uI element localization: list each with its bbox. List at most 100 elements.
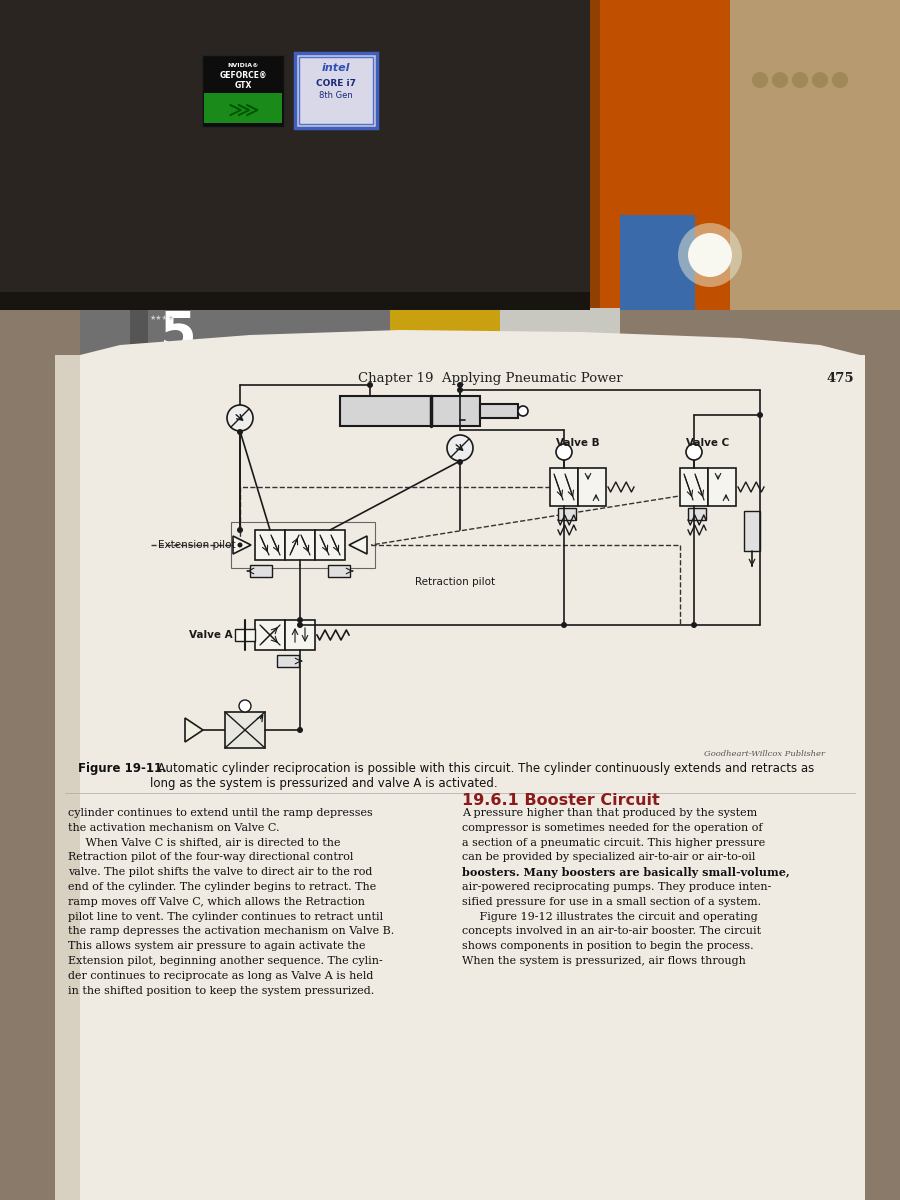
Bar (55, 355, 865, 1200)
Text: shows components in position to begin the process.: shows components in position to begin th… (462, 941, 753, 952)
Circle shape (752, 72, 768, 88)
Circle shape (237, 527, 243, 533)
Bar (550, 468, 578, 506)
Text: end of the cylinder. The cylinder begins to retract. The: end of the cylinder. The cylinder begins… (68, 882, 376, 892)
Circle shape (457, 458, 463, 464)
Text: GTX: GTX (234, 80, 252, 90)
Text: air-powered reciprocating pumps. They produce inten-: air-powered reciprocating pumps. They pr… (462, 882, 771, 892)
Text: When the system is pressurized, air flows through: When the system is pressurized, air flow… (462, 956, 746, 966)
Circle shape (556, 444, 572, 460)
Bar (80, 300, 560, 310)
Circle shape (457, 386, 463, 392)
Circle shape (297, 727, 303, 733)
Circle shape (686, 444, 702, 460)
Text: can be provided by specialized air-to-air or air-to-oil: can be provided by specialized air-to-ai… (462, 852, 755, 863)
Text: CORE i7: CORE i7 (316, 79, 356, 88)
Bar (688, 508, 706, 520)
Bar (558, 508, 576, 520)
Circle shape (812, 72, 828, 88)
Text: ★★★★: ★★★★ (150, 314, 175, 320)
Text: 5: 5 (159, 308, 196, 361)
Text: the ramp depresses the activation mechanism on Valve B.: the ramp depresses the activation mechan… (68, 926, 394, 936)
Text: 475: 475 (826, 372, 854, 385)
Text: der continues to reciprocate as long as Valve A is held: der continues to reciprocate as long as … (68, 971, 373, 980)
Circle shape (757, 412, 763, 418)
Text: A pressure higher than that produced by the system: A pressure higher than that produced by … (462, 808, 757, 818)
Bar (130, 305, 148, 360)
Bar (708, 468, 736, 506)
Bar (231, 522, 375, 568)
Circle shape (457, 382, 463, 388)
Text: Valve C: Valve C (687, 438, 730, 448)
Text: concepts involved in an air-to-air booster. The circuit: concepts involved in an air-to-air boost… (462, 926, 761, 936)
Bar (255, 620, 285, 650)
Bar (0, 0, 590, 310)
Circle shape (688, 233, 732, 277)
Bar (277, 655, 299, 667)
Circle shape (772, 72, 788, 88)
Text: 19.6.1 Booster Circuit: 19.6.1 Booster Circuit (462, 793, 660, 808)
Text: Retraction pilot: Retraction pilot (415, 577, 495, 587)
Bar (295, 53, 377, 128)
Text: the activation mechanism on Valve C.: the activation mechanism on Valve C. (68, 823, 280, 833)
Polygon shape (349, 536, 367, 554)
Circle shape (832, 72, 848, 88)
Polygon shape (60, 330, 860, 380)
Text: Chapter 19  Applying Pneumatic Power: Chapter 19 Applying Pneumatic Power (357, 372, 622, 385)
Bar (255, 530, 285, 560)
Bar (500, 308, 620, 360)
Text: Valve B: Valve B (556, 438, 599, 448)
Circle shape (447, 434, 473, 461)
Circle shape (227, 404, 253, 431)
Text: Valve A: Valve A (189, 630, 233, 640)
Text: Automatic cylinder reciprocation is possible with this circuit. The cylinder con: Automatic cylinder reciprocation is poss… (150, 762, 814, 790)
Bar (285, 530, 315, 560)
Text: When Valve C is shifted, air is directed to the: When Valve C is shifted, air is directed… (68, 838, 340, 847)
Bar (202, 55, 284, 127)
Bar (80, 305, 560, 360)
Text: sified pressure for use in a small section of a system.: sified pressure for use in a small secti… (462, 896, 761, 907)
Text: ⋙: ⋙ (227, 100, 259, 120)
Text: Extension pilot: Extension pilot (158, 540, 236, 550)
Bar (225, 712, 265, 748)
Bar (235, 629, 255, 641)
Polygon shape (233, 536, 251, 554)
Text: intel: intel (322, 62, 350, 73)
Bar (620, 215, 695, 310)
Text: compressor is sometimes needed for the operation of: compressor is sometimes needed for the o… (462, 823, 762, 833)
Circle shape (297, 622, 303, 628)
Text: cylinder continues to extend until the ramp depresses: cylinder continues to extend until the r… (68, 808, 373, 818)
Bar (285, 620, 315, 650)
Polygon shape (185, 718, 203, 742)
Circle shape (367, 382, 373, 388)
Bar (0, 0, 900, 310)
Bar (299, 56, 373, 124)
Circle shape (561, 622, 567, 628)
Circle shape (792, 72, 808, 88)
Bar (55, 355, 80, 1200)
Circle shape (297, 617, 303, 623)
Text: Extension pilot, beginning another sequence. The cylin-: Extension pilot, beginning another seque… (68, 956, 382, 966)
Text: a section of a pneumatic circuit. This higher pressure: a section of a pneumatic circuit. This h… (462, 838, 765, 847)
Text: This allows system air pressure to again activate the: This allows system air pressure to again… (68, 941, 365, 952)
Text: valve. The pilot shifts the valve to direct air to the rod: valve. The pilot shifts the valve to dir… (68, 868, 373, 877)
Text: boosters. Many boosters are basically small-volume,: boosters. Many boosters are basically sm… (462, 868, 790, 878)
Bar (340, 396, 480, 426)
Bar (578, 468, 606, 506)
Circle shape (237, 428, 243, 434)
Text: 8th Gen: 8th Gen (320, 91, 353, 100)
Circle shape (518, 406, 528, 416)
Circle shape (238, 542, 242, 547)
Bar (590, 0, 730, 310)
Bar (315, 530, 345, 560)
Bar (328, 565, 350, 577)
Bar (590, 0, 600, 310)
Bar (0, 292, 590, 310)
Text: pilot line to vent. The cylinder continues to retract until: pilot line to vent. The cylinder continu… (68, 912, 383, 922)
Bar (250, 565, 272, 577)
Text: Figure 19-11.: Figure 19-11. (78, 762, 166, 775)
Text: Retraction pilot of the four-way directional control: Retraction pilot of the four-way directi… (68, 852, 354, 863)
Text: ramp moves off Valve C, which allows the Retraction: ramp moves off Valve C, which allows the… (68, 896, 365, 907)
Bar (390, 310, 520, 360)
Text: GEFORCE®: GEFORCE® (220, 71, 266, 80)
